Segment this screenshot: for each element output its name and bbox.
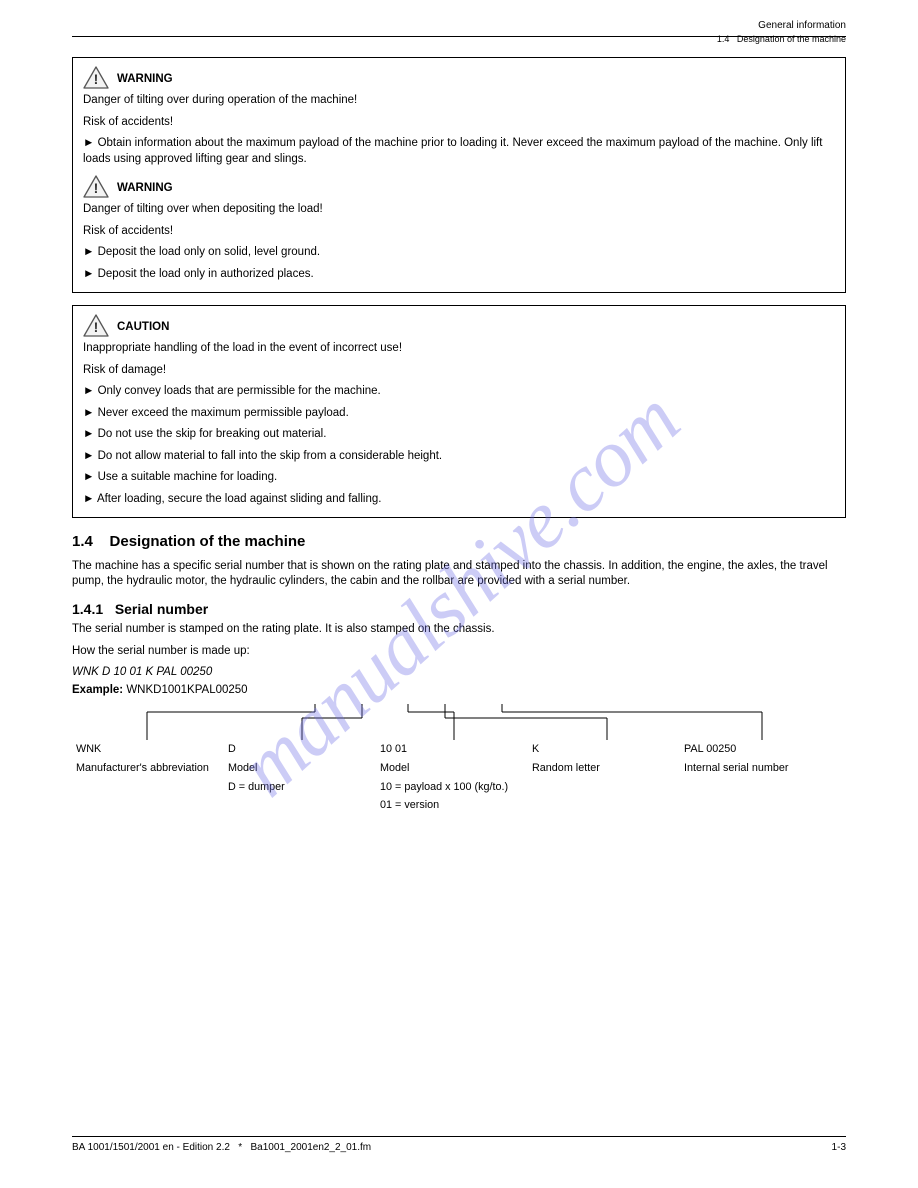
- warning-a-p1: Danger of tilting over during operation …: [83, 93, 835, 109]
- subsection-paragraph: The serial number is stamped on the rati…: [72, 622, 846, 638]
- warning-a-label: WARNING: [117, 66, 173, 88]
- formula-label: How the serial number is made up:: [72, 644, 846, 660]
- example-value: WNKD1001KPAL00250: [126, 684, 247, 696]
- cell: 01 = version: [380, 798, 524, 813]
- section-paragraph: The machine has a specific serial number…: [72, 559, 846, 590]
- subsection-heading: 1.4.1 Serial number: [72, 600, 846, 619]
- cell: 10 01: [380, 742, 524, 757]
- cell: 10 = payload x 100 (kg/to.): [380, 780, 524, 795]
- section-number: 1.4: [72, 533, 93, 550]
- page-header: General information 1.4 Designation of t…: [717, 19, 846, 45]
- caution-bullet2: ► Never exceed the maximum permissible p…: [83, 406, 835, 422]
- caution-bullet3: ► Do not use the skip for breaking out m…: [83, 427, 835, 443]
- warning-icon: !: [83, 175, 109, 199]
- cell: D: [228, 742, 372, 757]
- svg-text:!: !: [94, 71, 99, 87]
- caution-header: ! CAUTION: [83, 314, 835, 338]
- warning-b-bullet2: ► Deposit the load only in authorized pl…: [83, 267, 835, 283]
- callout-leader-diagram: [72, 704, 832, 740]
- table-row: WNK D 10 01 K PAL 00250: [72, 740, 832, 759]
- page-footer: BA 1001/1501/2001 en - Edition 2.2 * Ba1…: [72, 1136, 846, 1155]
- cell: Model: [228, 761, 372, 776]
- caution-bullet5: ► Use a suitable machine for loading.: [83, 470, 835, 486]
- section-title: Designation of the machine: [110, 533, 306, 550]
- callout-table: WNK D 10 01 K PAL 00250 Manufacturer's a…: [72, 740, 832, 814]
- warning-b-p2: Risk of accidents!: [83, 224, 835, 240]
- warning-b-header: ! WARNING: [83, 175, 835, 199]
- caution-p2: Risk of damage!: [83, 363, 835, 379]
- section-heading: 1.4 Designation of the machine: [72, 532, 846, 552]
- header-rule: General information 1.4 Designation of t…: [72, 36, 846, 37]
- caution-p1: Inappropriate handling of the load in th…: [83, 341, 835, 357]
- warning-a-bullet: ► Obtain information about the maximum p…: [83, 136, 835, 167]
- svg-text:!: !: [94, 319, 99, 335]
- table-row: 01 = version: [72, 796, 832, 815]
- caution-box: ! CAUTION Inappropriate handling of the …: [72, 305, 846, 518]
- table-row: Manufacturer's abbreviation Model Model …: [72, 759, 832, 778]
- caution-bullet6: ► After loading, secure the load against…: [83, 492, 835, 508]
- subsection-title: Serial number: [115, 601, 208, 617]
- warning-b-p1: Danger of tilting over when depositing t…: [83, 202, 835, 218]
- warning-a-header: ! WARNING: [83, 66, 835, 90]
- header-title: General information: [717, 19, 846, 33]
- svg-text:!: !: [94, 180, 99, 196]
- warning-a-p2: Risk of accidents!: [83, 115, 835, 131]
- cell: K: [532, 742, 676, 757]
- caution-label: CAUTION: [117, 314, 169, 336]
- warning-icon: !: [83, 314, 109, 338]
- cell: Random letter: [532, 761, 676, 776]
- caution-bullet1: ► Only convey loads that are permissible…: [83, 384, 835, 400]
- caution-bullet4: ► Do not allow material to fall into the…: [83, 449, 835, 465]
- footer-left: BA 1001/1501/2001 en - Edition 2.2 * Ba1…: [72, 1141, 371, 1155]
- warning-b-bullet1: ► Deposit the load only on solid, level …: [83, 245, 835, 261]
- table-row: D = dumper 10 = payload x 100 (kg/to.): [72, 778, 832, 797]
- footer-right: 1-3: [832, 1141, 846, 1155]
- warning-icon: !: [83, 66, 109, 90]
- cell: Model: [380, 761, 524, 776]
- cell: Manufacturer's abbreviation: [76, 761, 220, 776]
- callout-block: WNK D 10 01 K PAL 00250 Manufacturer's a…: [72, 704, 846, 814]
- cell: WNK: [76, 742, 220, 757]
- serial-example: Example: WNKD1001KPAL00250: [72, 683, 846, 699]
- serial-formula: WNK D 10 01 K PAL 00250: [72, 665, 846, 681]
- header-subtitle: 1.4 Designation of the machine: [717, 33, 846, 45]
- cell: PAL 00250: [684, 742, 828, 757]
- example-label: Example:: [72, 684, 126, 696]
- warning-box: ! WARNING Danger of tilting over during …: [72, 57, 846, 293]
- warning-b-label: WARNING: [117, 175, 173, 197]
- cell: Internal serial number: [684, 761, 828, 776]
- subsection-number: 1.4.1: [72, 601, 103, 617]
- cell: D = dumper: [228, 780, 372, 795]
